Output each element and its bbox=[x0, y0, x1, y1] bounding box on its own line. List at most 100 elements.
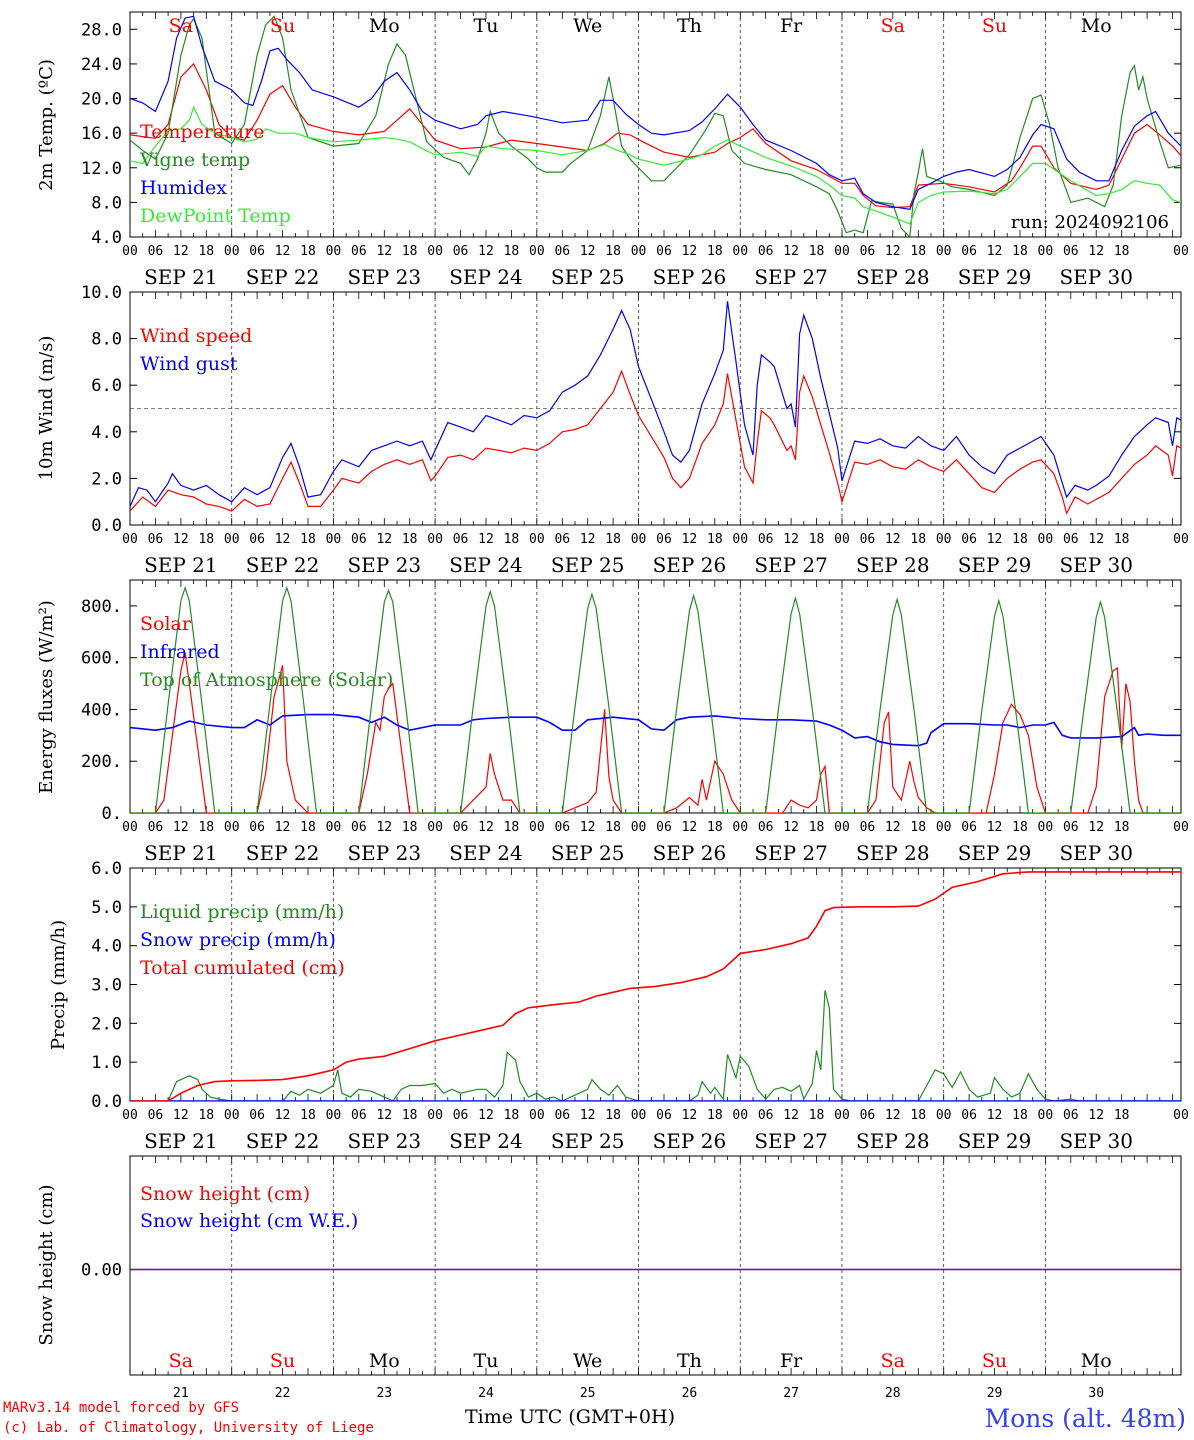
hour-tick-label: 18 bbox=[402, 532, 418, 547]
weekday-label: Mo bbox=[369, 1350, 400, 1372]
hour-tick-label: 12 bbox=[173, 1108, 189, 1123]
hour-ticks bbox=[129, 1156, 1173, 1375]
weekday-label: Su bbox=[982, 15, 1007, 37]
hour-tick-label: 18 bbox=[300, 820, 316, 835]
hour-tick-label: 00 bbox=[1038, 244, 1054, 259]
y-tick-label: 8.0 bbox=[91, 330, 122, 350]
date-label: SEP 22 bbox=[246, 1129, 320, 1153]
hour-tick-label: 12 bbox=[885, 532, 901, 547]
hour-tick-label: 00 bbox=[834, 532, 850, 547]
date-label: SEP 30 bbox=[1059, 1129, 1133, 1153]
weekday-label: Mo bbox=[1081, 1350, 1112, 1372]
hour-tick-label: 00 bbox=[224, 532, 240, 547]
y-tick-label: 0. bbox=[102, 804, 122, 824]
panel-3: 0. 200. 400. 600. 800. Energy fluxes (W/m²) So… bbox=[36, 579, 1189, 865]
hour-tick-label: 12 bbox=[885, 244, 901, 259]
date-label: SEP 30 bbox=[1059, 265, 1133, 289]
weekday-label: Th bbox=[677, 1350, 702, 1372]
y-tick-label: 200. bbox=[81, 752, 122, 772]
hour-tick-label: 12 bbox=[987, 532, 1003, 547]
hour-tick-label: 18 bbox=[504, 532, 520, 547]
hour-ticks bbox=[129, 292, 1173, 525]
hour-tick-label: 18 bbox=[504, 244, 520, 259]
hour-tick-label: 06 bbox=[453, 532, 469, 547]
hour-tick-label: 06 bbox=[249, 1108, 265, 1123]
hour-tick-label: 00 bbox=[936, 244, 952, 259]
hour-tick-label: 18 bbox=[910, 820, 926, 835]
day-number-label: 22 bbox=[275, 1386, 291, 1401]
hour-tick-label: 12 bbox=[783, 532, 799, 547]
hour-tick-label: 06 bbox=[453, 820, 469, 835]
y-tick-label: 4.0 bbox=[91, 228, 122, 248]
hour-tick-label: 12 bbox=[783, 820, 799, 835]
weekday-label: Tu bbox=[474, 15, 499, 37]
hour-tick-label: 12 bbox=[580, 1108, 596, 1123]
legend-entry: Solar bbox=[140, 613, 192, 635]
hour-tick-label: 18 bbox=[605, 1108, 621, 1123]
hour-tick-label: 06 bbox=[351, 244, 367, 259]
panel-2: 0.0 2.0 4.0 6.0 8.0 10.0 10m Wind (m/s) Wind sp… bbox=[36, 283, 1189, 577]
hour-tick-label: 00 bbox=[224, 1108, 240, 1123]
weekday-label: Fr bbox=[780, 1350, 803, 1372]
hour-tick-label: 06 bbox=[249, 244, 265, 259]
date-label: SEP 27 bbox=[754, 1129, 828, 1153]
hour-tick-label: 00 bbox=[631, 244, 647, 259]
hour-tick-label: 12 bbox=[376, 244, 392, 259]
weekday-label: Tu bbox=[474, 1350, 499, 1372]
y-tick-label: 2.0 bbox=[91, 469, 122, 489]
day-number-label: 21 bbox=[173, 1386, 189, 1401]
hour-tick-label: 18 bbox=[198, 1108, 214, 1123]
series-line bbox=[130, 713, 1181, 747]
hour-tick-label: 06 bbox=[554, 1108, 570, 1123]
hour-tick-label: 18 bbox=[504, 820, 520, 835]
hour-tick-label: 00 bbox=[224, 820, 240, 835]
hour-tick-label: 00 bbox=[1038, 820, 1054, 835]
hour-tick-label: 18 bbox=[707, 820, 723, 835]
hour-tick-label: 00 bbox=[1038, 532, 1054, 547]
hour-ticks bbox=[129, 12, 1173, 237]
hour-tick-label: 00 bbox=[529, 532, 545, 547]
panel-4: 0.0 1.0 2.0 3.0 4.0 5.0 6.0 Precip (mm/h) Liquid… bbox=[48, 859, 1189, 1153]
hour-tick-label: 00 bbox=[936, 1108, 952, 1123]
date-label: SEP 28 bbox=[856, 841, 930, 865]
hour-tick-label: 18 bbox=[910, 244, 926, 259]
date-label: SEP 26 bbox=[653, 1129, 727, 1153]
hour-tick-label: 06 bbox=[656, 244, 672, 259]
hour-tick-label: 12 bbox=[987, 1108, 1003, 1123]
y-tick-label: 10.0 bbox=[81, 283, 122, 303]
hour-tick-label: 06 bbox=[148, 532, 164, 547]
date-label: SEP 30 bbox=[1059, 553, 1133, 577]
hour-tick-label: 00 bbox=[224, 244, 240, 259]
hour-tick-label: 06 bbox=[656, 820, 672, 835]
weekday-label: Sa bbox=[881, 15, 905, 37]
series-line bbox=[130, 15, 1181, 210]
weekday-label: Su bbox=[982, 1350, 1007, 1372]
hour-tick-label: 06 bbox=[758, 820, 774, 835]
hour-tick-label: 12 bbox=[783, 1108, 799, 1123]
hour-tick-label: 06 bbox=[758, 244, 774, 259]
legend-entry: Liquid precip (mm/h) bbox=[140, 901, 344, 923]
y-tick-label: 0.00 bbox=[81, 1261, 122, 1281]
hour-tick-label: 12 bbox=[478, 244, 494, 259]
hour-tick-label: 00 bbox=[529, 244, 545, 259]
date-label: SEP 24 bbox=[449, 553, 523, 577]
hour-tick-label: 12 bbox=[1088, 532, 1104, 547]
date-label: SEP 28 bbox=[856, 265, 930, 289]
hour-tick-label: 18 bbox=[1012, 244, 1028, 259]
hour-tick-label: 18 bbox=[198, 532, 214, 547]
hour-tick-label: 00 bbox=[631, 532, 647, 547]
hour-tick-label: 18 bbox=[809, 532, 825, 547]
date-label: SEP 29 bbox=[958, 1129, 1032, 1153]
hour-tick-label: 06 bbox=[758, 1108, 774, 1123]
hour-tick-label: 06 bbox=[656, 532, 672, 547]
y-tick-label: 800. bbox=[81, 597, 122, 617]
hour-tick-label: 00 bbox=[936, 532, 952, 547]
date-label: SEP 27 bbox=[754, 841, 828, 865]
weekday-label: We bbox=[573, 1350, 602, 1372]
hour-tick-label: 12 bbox=[1088, 820, 1104, 835]
legend-entry: Snow height (cm W.E.) bbox=[140, 1210, 358, 1232]
date-label: SEP 28 bbox=[856, 553, 930, 577]
series-line bbox=[130, 15, 1181, 237]
hour-tick-label: 18 bbox=[198, 820, 214, 835]
date-label: SEP 27 bbox=[754, 553, 828, 577]
